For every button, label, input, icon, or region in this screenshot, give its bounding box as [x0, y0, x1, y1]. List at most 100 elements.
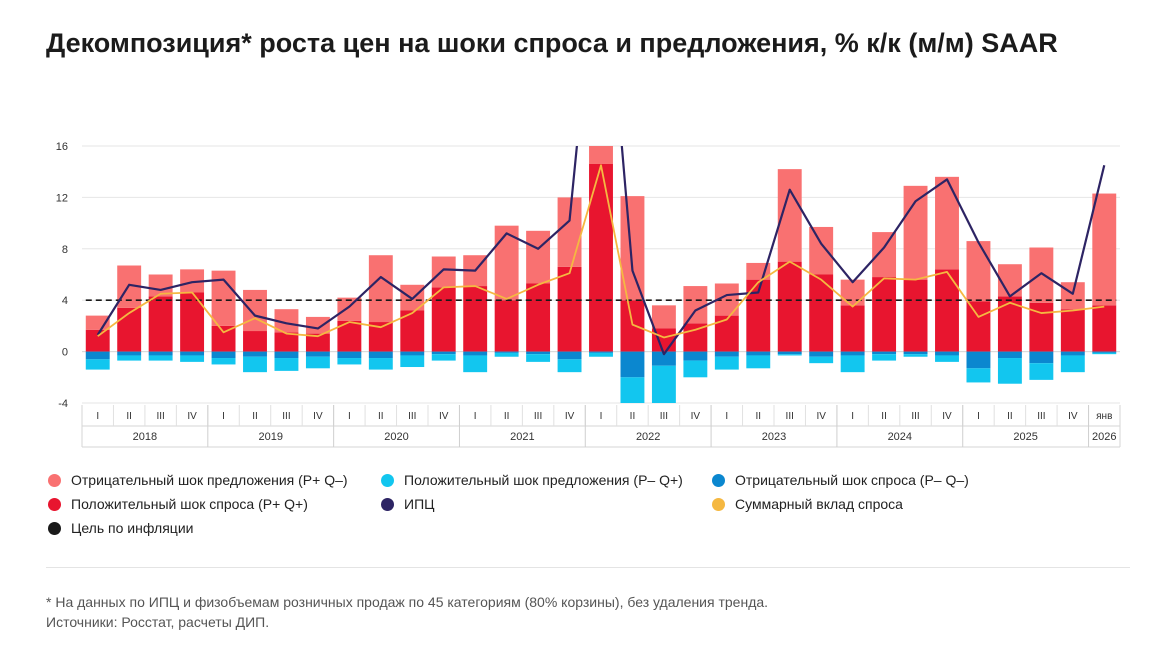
legend-item-pos-demand[interactable]: Положительный шок спроса (P+ Q+)	[48, 496, 308, 512]
bar-segment	[903, 351, 928, 355]
x-tick-label: II	[1007, 411, 1013, 422]
bar-segment	[1029, 363, 1054, 380]
sources: Источники: Росстат, расчеты ДИП.	[46, 614, 270, 630]
bar-segment	[117, 355, 142, 361]
bar-segment	[400, 355, 425, 368]
legend-item-neg-supply[interactable]: Отрицательный шок предложения (P+ Q–)	[48, 472, 348, 488]
bar-segment	[85, 329, 110, 352]
bar-segment	[620, 351, 645, 378]
bar-segment	[1060, 309, 1085, 352]
bar-segment	[777, 261, 802, 352]
bar-segment	[494, 225, 519, 301]
bar-segment	[400, 310, 425, 352]
x-tick-label: I	[96, 411, 99, 422]
legend-item-target[interactable]: Цель по инфляции	[48, 520, 193, 536]
bar-segment	[243, 356, 267, 373]
bar-segment	[431, 256, 456, 288]
bar-segment	[840, 279, 865, 306]
x-tick-label: I	[600, 411, 603, 422]
x-tick-label: IV	[942, 411, 952, 422]
year-label: 2022	[636, 431, 660, 443]
bar-segment	[494, 300, 519, 352]
y-tick-label: 4	[62, 295, 68, 307]
x-tick-label: IV	[1068, 411, 1078, 422]
bar-segment	[683, 360, 708, 378]
bar-segment	[997, 296, 1022, 352]
bar-segment	[526, 354, 551, 362]
bar-segment	[777, 354, 802, 356]
bar-segment	[494, 351, 519, 353]
bar-segment	[180, 355, 205, 362]
bar-segment	[1092, 351, 1117, 353]
x-tick-label: III	[408, 411, 416, 422]
legend-swatch	[48, 497, 61, 511]
bar-segment	[997, 351, 1022, 359]
y-tick-label: 12	[56, 192, 68, 204]
y-axis: -4 0 4 8 12 16	[56, 141, 68, 410]
bar-segment	[368, 358, 393, 370]
bar-segment	[966, 351, 991, 369]
bar-segment	[1092, 193, 1117, 306]
bar-segment	[211, 270, 236, 326]
bar-segment	[274, 358, 299, 371]
cpi-line	[96, 146, 1106, 356]
bar-segment	[243, 289, 267, 332]
bars	[85, 146, 1117, 403]
legend-swatch	[712, 497, 725, 511]
bar-segment	[589, 163, 613, 352]
bar-segment	[620, 196, 645, 301]
legend-label: Положительный шок предложения (P– Q+)	[404, 472, 683, 488]
x-tick-label: I	[977, 411, 980, 422]
bar-segment	[180, 269, 205, 293]
bar-segment	[337, 351, 362, 359]
bar-segment	[809, 356, 834, 364]
bar-segment	[368, 255, 393, 323]
bar-segment	[589, 352, 613, 357]
bar-segment	[368, 322, 393, 352]
bar-segment	[211, 351, 236, 359]
x-tick-label: IV	[565, 411, 575, 422]
legend-swatch	[381, 473, 394, 487]
bar-segment	[872, 354, 897, 361]
x-tick-label: III	[660, 411, 668, 422]
x-tick-label: I	[348, 411, 351, 422]
legend-label: ИПЦ	[404, 496, 435, 512]
bar-segment	[620, 300, 645, 352]
x-tick-label: III	[786, 411, 794, 422]
x-tick-label: IV	[691, 411, 701, 422]
legend-item-pos-supply[interactable]: Положительный шок предложения (P– Q+)	[381, 472, 683, 488]
bar-segment	[274, 351, 299, 359]
bar-segment	[777, 351, 802, 355]
bar-segment	[840, 355, 865, 373]
x-tick-label: I	[222, 411, 225, 422]
divider	[46, 567, 1130, 568]
bar-segment	[148, 355, 173, 361]
bar-segment	[526, 283, 551, 352]
legend-label: Суммарный вклад спроса	[735, 496, 903, 512]
bar-segment	[557, 197, 582, 267]
bar-segment	[872, 232, 897, 278]
bar-segment	[180, 292, 205, 352]
bar-segment	[777, 169, 802, 262]
bar-segment	[1029, 351, 1054, 364]
legend-item-neg-demand[interactable]: Отрицательный шок спроса (P– Q–)	[712, 472, 969, 488]
bar-segment	[714, 356, 739, 370]
bar-segment	[935, 269, 959, 352]
bar-segment	[85, 351, 110, 360]
legend-item-cpi[interactable]: ИПЦ	[381, 496, 434, 512]
bar-segment	[526, 351, 551, 355]
legend-item-demand-total[interactable]: Суммарный вклад спроса	[712, 496, 903, 512]
bar-segment	[840, 305, 865, 352]
x-tick-label: II	[881, 411, 887, 422]
bar-segment	[1029, 247, 1054, 303]
bar-segment	[589, 146, 613, 164]
bar-segment	[966, 301, 991, 352]
x-axis: I II III IV I II III IV I II III IV I II III IV I II III IV…	[81, 405, 1121, 448]
bar-segment	[305, 316, 330, 334]
bar-segment	[431, 287, 456, 352]
bar-segment	[148, 296, 173, 352]
bar-segment	[557, 266, 582, 352]
year-label: 2023	[762, 431, 786, 443]
bar-segment	[243, 331, 267, 352]
bar-segment	[746, 355, 771, 369]
